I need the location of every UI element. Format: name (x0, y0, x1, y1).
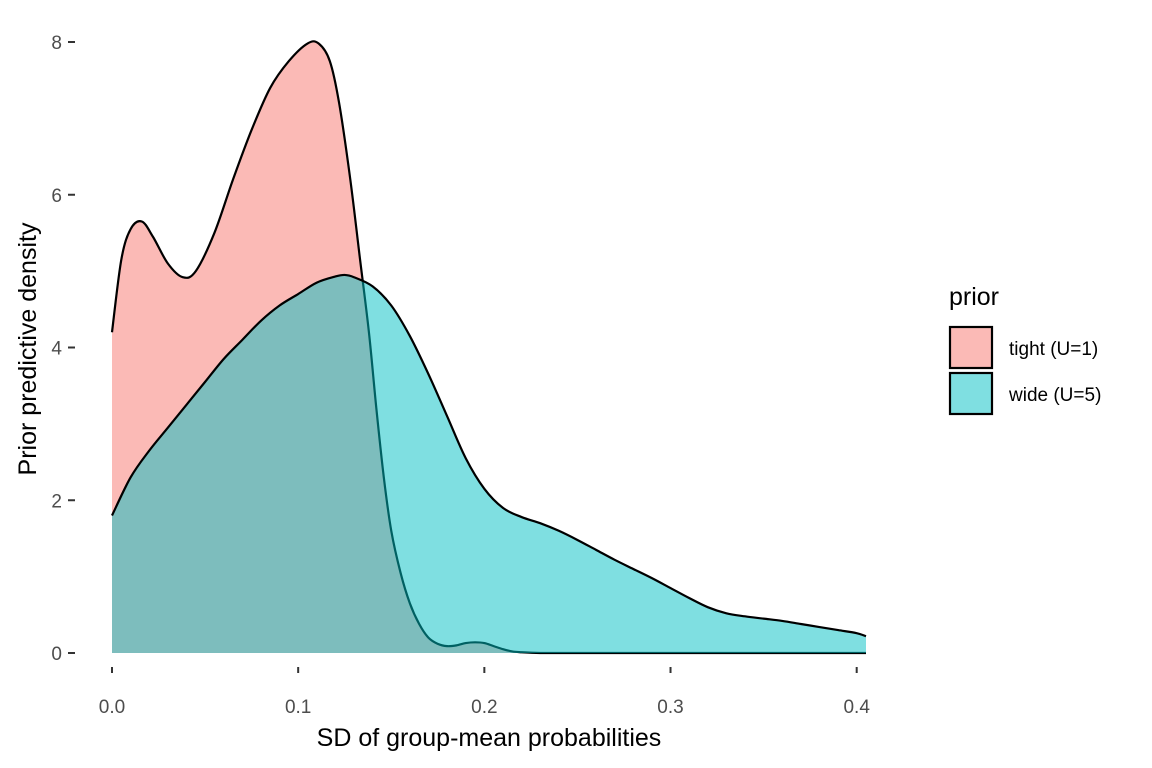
x-axis: 0.0 0.1 0.2 0.3 0.4 (99, 667, 870, 718)
x-tick-label: 0.0 (99, 697, 125, 718)
legend: prior tight (U=1) wide (U=5) (948, 283, 1101, 416)
x-tick-label: 0.3 (657, 697, 683, 718)
y-axis-title: Prior predictive density (14, 222, 42, 475)
legend-label-tight: tight (U=1) (1009, 339, 1098, 360)
x-axis-title: SD of group-mean probabilities (317, 724, 662, 752)
legend-key-wide (948, 371, 994, 416)
density-line-wide (111, 273, 867, 638)
plot-area (110, 40, 867, 655)
y-axis: 0 2 4 6 8 (51, 33, 75, 665)
x-tick-label: 0.2 (471, 697, 497, 718)
legend-label-wide: wide (U=5) (1008, 385, 1101, 406)
x-tick-label: 0.4 (843, 697, 870, 718)
y-tick-label: 2 (51, 491, 62, 512)
y-tick-label: 4 (51, 339, 62, 360)
legend-title: prior (949, 283, 999, 311)
x-tick-label: 0.1 (285, 697, 311, 718)
y-tick-label: 8 (51, 33, 62, 54)
legend-key-tight (948, 325, 994, 370)
y-tick-label: 6 (51, 186, 62, 207)
density-area-wide (112, 274, 866, 653)
y-tick-label: 0 (51, 644, 62, 665)
